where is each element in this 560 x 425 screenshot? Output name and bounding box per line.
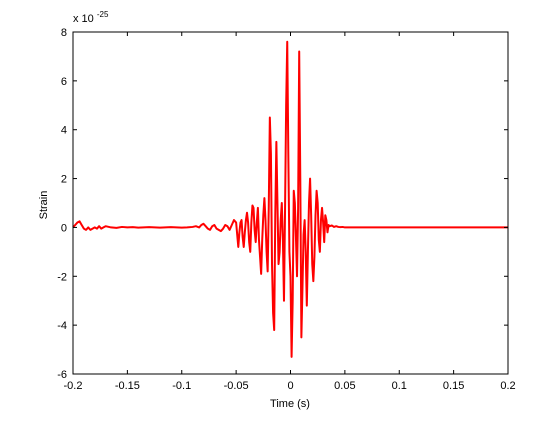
x-tick-label: 0.15 [443, 380, 464, 392]
y-axis-label: Strain [38, 191, 50, 220]
x-tick-label: -0.15 [115, 380, 140, 392]
y-tick-label: -6 [57, 369, 67, 381]
y-axis-multiplier: x 10 -25 [73, 10, 109, 25]
x-tick-label: 0.1 [392, 380, 407, 392]
x-tick-label: -0.05 [224, 380, 249, 392]
y-tick-label: -2 [57, 271, 67, 283]
y-tick-label: 0 [61, 222, 67, 234]
strain-series-line [72, 40, 508, 358]
y-tick-label: 8 [61, 27, 67, 39]
x-tick-label: 0.05 [334, 380, 355, 392]
x-tick-label: 0.2 [500, 380, 515, 392]
x-tick-label: -0.1 [172, 380, 191, 392]
y-tick-label: 2 [61, 174, 67, 186]
y-axis-multiplier-base: x 10 [73, 13, 94, 25]
x-tick-label: -0.2 [64, 380, 83, 392]
x-tick-label: 0 [287, 380, 293, 392]
x-axis-label: Time (s) [270, 398, 310, 410]
y-tick-label: 6 [61, 76, 67, 88]
x-axis-ticks: -0.2 -0.15 -0.1 -0.05 0 0.05 0.1 0.15 0.2 [64, 32, 516, 392]
y-tick-label: 4 [61, 125, 67, 137]
series-layer [72, 40, 508, 358]
y-tick-label: -4 [57, 320, 67, 332]
y-axis-multiplier-exponent: -25 [97, 10, 109, 19]
y-axis-ticks: -6 -4 -2 0 2 4 6 8 [57, 27, 508, 381]
